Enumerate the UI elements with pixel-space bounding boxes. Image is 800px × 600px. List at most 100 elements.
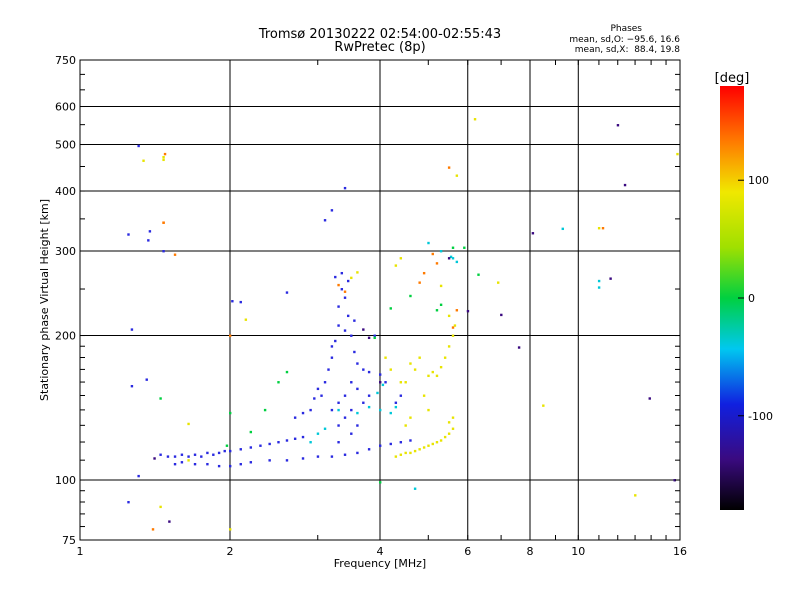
- data-point: [239, 448, 242, 451]
- data-point: [173, 253, 177, 256]
- data-point: [162, 158, 165, 162]
- data-point: [443, 435, 447, 439]
- data-point: [389, 442, 392, 446]
- data-point: [542, 404, 545, 407]
- data-point: [337, 324, 340, 327]
- data-point: [340, 288, 344, 291]
- data-point: [418, 448, 421, 451]
- data-point: [601, 227, 605, 230]
- x-tick-label: 6: [464, 545, 471, 558]
- data-point: [673, 479, 676, 482]
- data-point: [130, 384, 134, 388]
- data-point: [346, 314, 350, 318]
- data-point: [447, 432, 451, 435]
- data-point: [439, 303, 443, 306]
- data-point: [285, 459, 289, 462]
- colorbar-tick-label: 0: [748, 292, 755, 305]
- data-point: [409, 362, 412, 365]
- data-point: [409, 439, 412, 442]
- data-point: [350, 334, 353, 337]
- data-point: [356, 411, 359, 415]
- data-point: [422, 271, 426, 275]
- data-point: [517, 346, 521, 349]
- data-point: [399, 381, 403, 384]
- data-point: [229, 464, 232, 468]
- data-point: [187, 422, 190, 426]
- data-point: [137, 144, 140, 148]
- data-point: [439, 250, 443, 253]
- data-point: [330, 455, 334, 458]
- data-point: [356, 362, 359, 365]
- data-point: [229, 528, 232, 531]
- data-point: [159, 453, 162, 456]
- data-point: [130, 328, 134, 331]
- colorbar-tick-label: -100: [748, 410, 773, 423]
- data-point: [451, 246, 455, 249]
- data-point: [356, 271, 359, 274]
- data-point: [249, 461, 253, 464]
- data-point: [217, 464, 221, 468]
- data-point: [285, 439, 289, 442]
- data-point: [413, 487, 417, 490]
- data-point: [373, 336, 376, 340]
- data-point: [609, 277, 612, 280]
- data-point: [301, 411, 305, 415]
- data-point: [451, 427, 455, 430]
- data-point: [379, 381, 382, 384]
- data-point: [343, 186, 347, 190]
- data-point: [173, 455, 177, 458]
- data-point: [193, 453, 197, 456]
- data-point: [323, 427, 327, 430]
- data-point: [148, 230, 152, 233]
- data-point: [367, 336, 371, 340]
- data-point: [212, 453, 215, 456]
- data-point: [350, 381, 353, 384]
- y-axis-label: Stationary phase Virtual Height [km]: [38, 199, 51, 401]
- y-tick-label: 400: [55, 185, 76, 198]
- x-tick-label: 2: [227, 545, 234, 558]
- data-point: [409, 294, 412, 298]
- data-point: [313, 397, 316, 400]
- data-point: [367, 405, 371, 409]
- data-point: [350, 408, 353, 412]
- data-point: [350, 276, 353, 280]
- data-point: [277, 441, 280, 444]
- data-point: [447, 314, 451, 318]
- data-point: [309, 408, 312, 412]
- data-point: [500, 313, 503, 317]
- data-point: [163, 152, 167, 156]
- data-point: [127, 233, 130, 236]
- data-point: [309, 441, 312, 444]
- data-point: [435, 374, 439, 378]
- data-point: [367, 370, 371, 374]
- data-point: [389, 411, 392, 415]
- data-point: [127, 500, 130, 504]
- data-point: [413, 449, 417, 453]
- chart-subtitle: RwPretec (8p): [334, 40, 426, 55]
- data-point: [427, 241, 430, 245]
- data-point: [427, 374, 430, 378]
- data-point: [320, 394, 323, 397]
- data-point: [427, 444, 430, 447]
- data-point: [531, 232, 535, 235]
- data-point: [301, 435, 305, 439]
- data-point: [249, 430, 253, 434]
- data-point: [418, 281, 421, 284]
- data-point: [356, 424, 359, 427]
- data-point: [162, 250, 165, 253]
- data-point: [244, 318, 248, 321]
- data-point: [293, 437, 297, 440]
- data-point: [340, 271, 344, 275]
- data-point: [268, 459, 271, 462]
- data-point: [439, 284, 443, 288]
- chart-title: Tromsø 20130222 02:54:00-02:55:43: [258, 27, 502, 42]
- data-point: [616, 124, 620, 127]
- data-point: [229, 411, 232, 415]
- data-point: [394, 455, 398, 458]
- data-point: [259, 444, 262, 447]
- y-tick-label: 300: [55, 245, 76, 258]
- data-point: [399, 257, 403, 260]
- data-point: [239, 462, 242, 466]
- data-point: [180, 453, 184, 456]
- y-tick-label: 750: [55, 54, 76, 67]
